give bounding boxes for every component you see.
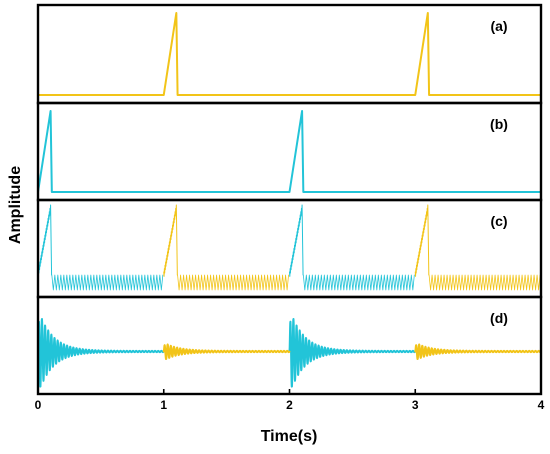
- panel-3-yellow-series-4-band-2: [428, 274, 541, 291]
- y-axis-title: Amplitude: [7, 166, 24, 244]
- panel-3-yellow-series-3-ramp-1: [163, 204, 178, 277]
- chart-traces: [37, 12, 542, 388]
- panel-4-cyan-series-1-burst-1: [37, 317, 165, 388]
- panel-label-4: (d): [490, 310, 508, 326]
- chart-frames: [36, 3, 543, 396]
- panel-3-cyan-series-1-ramp-1: [37, 204, 53, 277]
- panel-label-3: (c): [490, 213, 507, 229]
- x-tick-label-4: 4: [538, 398, 545, 412]
- panel-1-traces: [37, 12, 542, 96]
- panel-3-cyan-series-1-ramp-2: [289, 204, 304, 277]
- panel-3-traces: [37, 204, 541, 291]
- panel-3-yellow-series-3-ramp-2: [414, 204, 430, 277]
- x-tick-label-3: 3: [412, 398, 419, 412]
- panel-2-frame: [36, 101, 543, 202]
- panel-4-traces: [37, 317, 542, 388]
- chart-panel-labels: (a) (b) (c) (d): [490, 18, 508, 326]
- panel-3-cyan-series-2-band-2: [302, 274, 415, 291]
- panel-1-frame: [36, 3, 543, 105]
- panel-1-yellow-series-1: [37, 12, 542, 96]
- panel-label-1: (a): [490, 18, 507, 34]
- panel-3-cyan-series-2-band-1: [51, 274, 164, 291]
- panel-4-yellow-series-2-burst-1: [162, 343, 291, 361]
- x-tick-label-0: 0: [35, 398, 42, 412]
- panel-2-traces: [37, 110, 542, 193]
- panel-3-yellow-series-4-band-1: [177, 274, 289, 291]
- x-tick-label-1: 1: [160, 398, 167, 412]
- panel-2-cyan-series-1: [37, 110, 542, 193]
- panel-4-cyan-series-1-burst-2: [288, 317, 417, 388]
- chart-x-ticks: 0 1 2 3 4: [35, 389, 545, 412]
- panel-4-yellow-series-2-burst-2: [414, 343, 542, 361]
- panel-label-2: (b): [490, 116, 508, 132]
- x-axis-title: Time(s): [261, 428, 318, 445]
- x-tick-label-2: 2: [286, 398, 293, 412]
